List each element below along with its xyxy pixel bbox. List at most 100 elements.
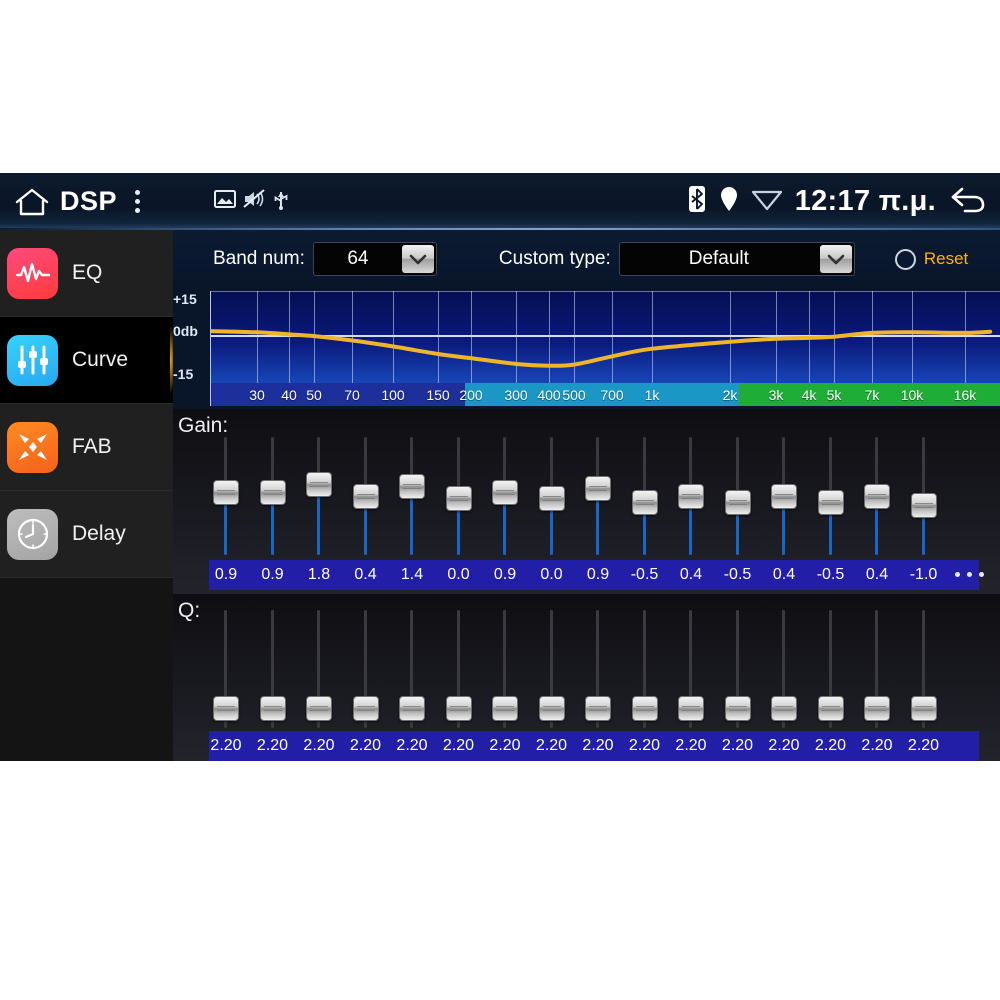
- slider-track[interactable]: [410, 610, 413, 728]
- slider-knob[interactable]: [445, 696, 472, 721]
- sidebar-item-eq[interactable]: EQ: [0, 230, 173, 317]
- gain-slider[interactable]: [724, 437, 751, 555]
- slider-knob[interactable]: [399, 696, 425, 721]
- back-arrow-icon[interactable]: [948, 183, 988, 220]
- gain-slider[interactable]: [817, 437, 844, 555]
- slider-knob[interactable]: [864, 484, 890, 509]
- slider-knob[interactable]: [352, 696, 379, 721]
- slider-track[interactable]: [503, 610, 506, 728]
- kebab-menu-icon[interactable]: [127, 186, 148, 217]
- gain-sliders[interactable]: [173, 409, 1000, 594]
- chart-plot-area[interactable]: 30 40 50 70 100 150 200 300 400 500 700 1k 2k 3k 4k 5k 7…: [210, 291, 1000, 406]
- q-slider[interactable]: [306, 610, 332, 728]
- custom-type-value: Default: [688, 248, 749, 269]
- gain-slider[interactable]: [910, 437, 937, 555]
- slider-track[interactable]: [642, 610, 646, 728]
- slider-knob[interactable]: [213, 696, 239, 721]
- home-icon[interactable]: [14, 187, 50, 217]
- slider-track[interactable]: [921, 610, 925, 728]
- q-slider[interactable]: [399, 610, 425, 728]
- slider-knob[interactable]: [538, 696, 565, 721]
- slider-track[interactable]: [270, 610, 274, 728]
- reset-button[interactable]: Reset: [894, 248, 968, 270]
- slider-knob[interactable]: [910, 696, 937, 721]
- slider-track[interactable]: [782, 610, 785, 728]
- gain-slider[interactable]: [445, 437, 472, 555]
- q-slider[interactable]: [213, 610, 239, 728]
- sidebar-item-fab[interactable]: FAB: [0, 404, 173, 491]
- gain-slider[interactable]: [399, 437, 425, 555]
- slider-knob[interactable]: [445, 486, 472, 511]
- slider-knob[interactable]: [771, 484, 797, 509]
- slider-track[interactable]: [224, 610, 227, 728]
- q-slider[interactable]: [492, 610, 518, 728]
- slider-knob[interactable]: [585, 696, 611, 721]
- slider-knob[interactable]: [259, 480, 286, 505]
- gain-slider[interactable]: [631, 437, 658, 555]
- slider-track[interactable]: [456, 610, 460, 728]
- q-slider[interactable]: [352, 610, 379, 728]
- gain-slider[interactable]: [771, 437, 797, 555]
- sidebar-item-delay[interactable]: Delay: [0, 491, 173, 578]
- gain-slider[interactable]: [538, 437, 565, 555]
- slider-track[interactable]: [828, 610, 832, 728]
- gain-slider[interactable]: [492, 437, 518, 555]
- q-sliders[interactable]: [173, 594, 1000, 761]
- q-slider[interactable]: [864, 610, 890, 728]
- slider-knob[interactable]: [585, 476, 611, 501]
- chevron-down-icon[interactable]: [401, 245, 434, 273]
- gain-slider[interactable]: [306, 437, 332, 555]
- slider-knob[interactable]: [771, 696, 797, 721]
- slider-knob[interactable]: [492, 696, 518, 721]
- slider-knob[interactable]: [306, 472, 332, 497]
- slider-knob[interactable]: [538, 486, 565, 511]
- slider-knob[interactable]: [492, 480, 518, 505]
- gain-slider[interactable]: [864, 437, 890, 555]
- slider-knob[interactable]: [306, 696, 332, 721]
- slider-knob[interactable]: [864, 696, 890, 721]
- q-slider[interactable]: [631, 610, 658, 728]
- gain-slider[interactable]: [352, 437, 379, 555]
- q-slider[interactable]: [585, 610, 611, 728]
- q-slider[interactable]: [538, 610, 565, 728]
- slider-knob[interactable]: [352, 484, 379, 509]
- slider-knob[interactable]: [678, 696, 704, 721]
- gain-slider[interactable]: [585, 437, 611, 555]
- slider-knob[interactable]: [213, 480, 239, 505]
- more-dots-icon[interactable]: [955, 572, 984, 577]
- q-slider[interactable]: [771, 610, 797, 728]
- q-slider[interactable]: [724, 610, 751, 728]
- slider-track[interactable]: [317, 610, 320, 728]
- slider-knob[interactable]: [399, 474, 425, 499]
- slider-knob[interactable]: [817, 490, 844, 515]
- slider-knob[interactable]: [817, 696, 844, 721]
- slider-track[interactable]: [363, 610, 367, 728]
- chevron-down-icon[interactable]: [819, 245, 852, 273]
- q-slider[interactable]: [445, 610, 472, 728]
- slider-track[interactable]: [549, 610, 553, 728]
- slider-knob[interactable]: [910, 493, 937, 518]
- slider-knob[interactable]: [678, 484, 704, 509]
- gain-slider[interactable]: [213, 437, 239, 555]
- band-num-dropdown[interactable]: 64: [312, 242, 437, 276]
- slider-knob[interactable]: [724, 696, 751, 721]
- frequency-tick: 100: [381, 387, 405, 403]
- slider-track[interactable]: [596, 610, 599, 728]
- custom-type-dropdown[interactable]: Default: [618, 242, 855, 276]
- slider-knob[interactable]: [631, 490, 658, 515]
- gain-slider[interactable]: [259, 437, 286, 555]
- q-slider[interactable]: [678, 610, 704, 728]
- slider-track[interactable]: [735, 610, 739, 728]
- slider-track[interactable]: [875, 610, 878, 728]
- q-slider[interactable]: [259, 610, 286, 728]
- q-slider[interactable]: [910, 610, 937, 728]
- slider-track[interactable]: [689, 610, 692, 728]
- sidebar-item-curve[interactable]: Curve: [0, 317, 176, 404]
- gain-slider[interactable]: [678, 437, 704, 555]
- slider-knob[interactable]: [259, 696, 286, 721]
- slider-fill: [596, 488, 599, 555]
- slider-knob[interactable]: [724, 490, 751, 515]
- slider-knob[interactable]: [631, 696, 658, 721]
- q-slider[interactable]: [817, 610, 844, 728]
- eq-curve-chart[interactable]: +15 0db -15 30 40 50 70 100 150 200 300 400 500 70…: [173, 288, 1000, 409]
